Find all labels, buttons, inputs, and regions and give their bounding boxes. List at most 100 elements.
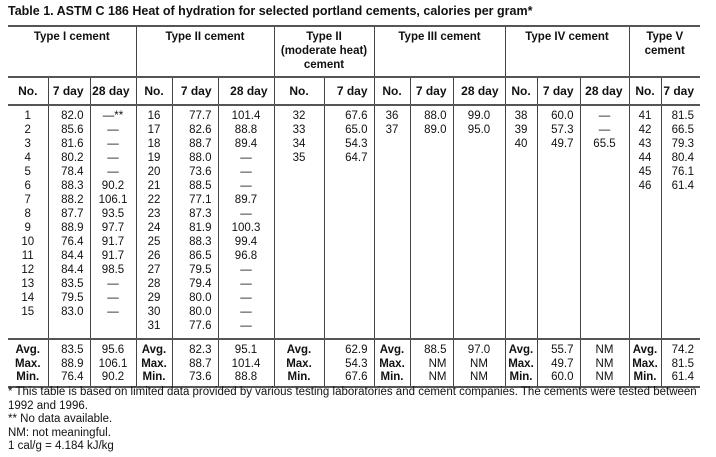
summary-value: 67.6 <box>345 371 368 383</box>
cell: 93.5 <box>101 208 125 220</box>
cell: 44 <box>638 152 652 164</box>
no-column: 32 33 34 35 <box>273 105 324 340</box>
cell: 88.5 <box>189 180 212 192</box>
cell: — <box>598 110 611 122</box>
table-title: Table 1. ASTM C 186 Heat of hydration fo… <box>8 4 533 18</box>
cell: 85.6 <box>61 124 84 136</box>
cell: 80.0 <box>189 292 212 304</box>
summary-value: NM <box>595 344 614 356</box>
cell: 89.4 <box>234 138 258 150</box>
cell: 41 <box>638 110 652 122</box>
summary-label: Max. <box>141 357 167 370</box>
cell: 15 <box>21 306 35 318</box>
cell: 88.0 <box>424 110 447 122</box>
cell: 57.3 <box>551 124 574 136</box>
cell: 6 <box>24 180 31 192</box>
cell: 97.7 <box>101 222 125 234</box>
cell: 81.6 <box>61 138 84 150</box>
summary-label: Max. <box>632 357 658 370</box>
summary-d28: NM NM NM <box>579 339 629 388</box>
cell: — <box>240 292 252 304</box>
cell: 7 <box>24 194 31 206</box>
cell: 99.4 <box>234 236 258 248</box>
cell: 83.5 <box>61 278 84 290</box>
footnote: * This table is based on limited data pr… <box>8 386 697 412</box>
cell: 11 <box>21 250 34 262</box>
summary-value: 61.4 <box>671 371 694 383</box>
d7-column: 77.7 82.6 88.7 88.0 73.6 88.5 77.1 87.3 81.9 88.3… <box>171 105 218 340</box>
cell: — <box>240 278 252 290</box>
summary-no: Avg. Max. Min. <box>135 339 172 388</box>
group-header: Type I cement <box>8 25 136 78</box>
cell: 96.8 <box>234 250 258 262</box>
cell: 98.5 <box>101 264 125 276</box>
cell: 33 <box>292 124 306 136</box>
cell: 79.3 <box>671 138 694 150</box>
d7-column: 67.6 65.0 54.3 64.7 <box>323 105 374 340</box>
cell: 36 <box>385 110 399 122</box>
cell: 22 <box>147 194 161 206</box>
heat-of-hydration-table: Type I cement Type II cement Type II (mode… <box>8 25 700 388</box>
cell: 89.0 <box>424 124 447 136</box>
summary-value: 101.4 <box>231 357 261 370</box>
cell: 91.7 <box>101 250 125 262</box>
cell: 65.0 <box>345 124 368 136</box>
summary-label: Avg. <box>141 344 167 356</box>
summary-value: 83.5 <box>61 344 84 356</box>
cell: 9 <box>24 222 31 234</box>
cell: 84.4 <box>61 250 84 262</box>
cell: 45 <box>638 166 652 178</box>
d7-column: 82.0 85.6 81.6 80.2 78.4 88.3 88.2 87.7 88.9 76.4… <box>47 105 90 340</box>
summary-value: NM <box>595 357 614 370</box>
column-header: 7 day <box>171 77 218 106</box>
cell: 65.5 <box>593 138 616 150</box>
summary-value: NM <box>428 357 447 370</box>
cell: 88.9 <box>61 222 84 234</box>
cell: — <box>107 292 119 304</box>
summary-value: 73.6 <box>189 371 212 383</box>
column-header: 28 day <box>217 77 274 106</box>
footnote: NM: not meaningful. <box>8 426 111 439</box>
cell: 82.6 <box>189 124 212 136</box>
cell: 80.4 <box>671 152 694 164</box>
cell: 5 <box>24 166 31 178</box>
cell: 76.1 <box>671 166 694 178</box>
cell: 88.3 <box>189 236 212 248</box>
cell: — <box>240 320 252 332</box>
cell: 8 <box>24 208 31 220</box>
summary-d28: 95.6 106.1 90.2 <box>89 339 136 388</box>
d7-column: 81.5 66.5 79.3 80.4 76.1 61.4 <box>660 105 700 340</box>
footnotes: * This table is based on limited data pr… <box>8 386 708 454</box>
column-header: No. <box>135 77 172 106</box>
cell: 19 <box>147 152 161 164</box>
cell: 88.0 <box>189 152 212 164</box>
summary-value: 49.7 <box>551 357 574 370</box>
no-column: 1 2 3 4 5 6 7 8 9 10 11 12 13 14 15 <box>8 105 48 340</box>
cell: 73.6 <box>189 166 212 178</box>
cell: 17 <box>147 124 161 136</box>
cell: 35 <box>292 152 306 164</box>
cell: 2 <box>24 124 31 136</box>
group-header: Type III cement <box>373 25 505 78</box>
cell: 88.3 <box>61 180 84 192</box>
cell: — <box>107 124 119 136</box>
summary-label: Avg. <box>286 344 312 356</box>
cell: 23 <box>147 208 161 220</box>
cell: 79.5 <box>189 264 212 276</box>
summary-value: NM <box>428 371 447 383</box>
summary-value: 88.9 <box>61 357 84 370</box>
column-header: 7 day <box>660 77 700 106</box>
summary-value: 88.7 <box>189 357 212 370</box>
no-column: 36 37 <box>373 105 410 340</box>
cell: 26 <box>147 250 161 262</box>
cell: 1 <box>24 110 31 122</box>
cell: 90.2 <box>101 180 125 192</box>
footnote: ** No data available. <box>8 413 113 425</box>
summary-value: 95.6 <box>101 344 125 356</box>
summary-label: Max. <box>508 357 534 370</box>
summary-label: Min. <box>16 371 40 383</box>
group-header: Type II (moderate heat) cement <box>273 25 374 78</box>
no-column: 41 42 43 44 45 46 <box>628 105 661 340</box>
cell: 39 <box>514 124 528 136</box>
cell: — <box>107 138 119 150</box>
